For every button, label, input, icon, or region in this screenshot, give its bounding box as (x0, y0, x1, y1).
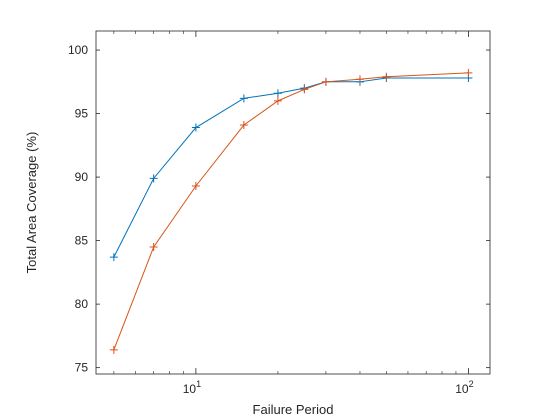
axes-layer: 75 80 85 90 95 100 101 102 (68, 30, 491, 396)
data-point-marker (300, 85, 309, 94)
data-point-marker (321, 77, 330, 86)
data-point-marker (149, 242, 158, 251)
series-2-line (113, 72, 469, 351)
data-point-marker (382, 72, 391, 81)
y-axis-label: Total Area Coverage (%) (24, 132, 39, 274)
data-point-marker (239, 94, 248, 103)
data-point-marker (273, 96, 282, 105)
data-point-marker (273, 89, 282, 98)
plot-area (96, 31, 490, 374)
data-point-marker (355, 75, 364, 84)
y-tick-label: 85 (75, 234, 89, 248)
data-point-marker (191, 181, 200, 190)
y-tick-label: 100 (68, 43, 88, 57)
data-point-marker (109, 253, 118, 262)
data-point-marker (149, 174, 158, 183)
series-2 (109, 68, 473, 354)
data-point-marker (464, 68, 473, 77)
data-point-marker (109, 345, 118, 354)
data-point-marker (239, 121, 248, 130)
y-tick-label: 80 (75, 297, 89, 311)
x-axis-label: Failure Period (253, 402, 334, 417)
y-tick-label: 75 (75, 361, 89, 375)
x-tick-label: 102 (455, 379, 473, 396)
x-tick-label: 101 (183, 379, 201, 396)
data-point-marker (191, 123, 200, 132)
axes-box (95, 30, 491, 375)
y-tick-label: 90 (75, 170, 89, 184)
y-tick-label: 95 (75, 107, 89, 121)
series-1-line (113, 77, 469, 258)
series-layer (109, 68, 473, 354)
